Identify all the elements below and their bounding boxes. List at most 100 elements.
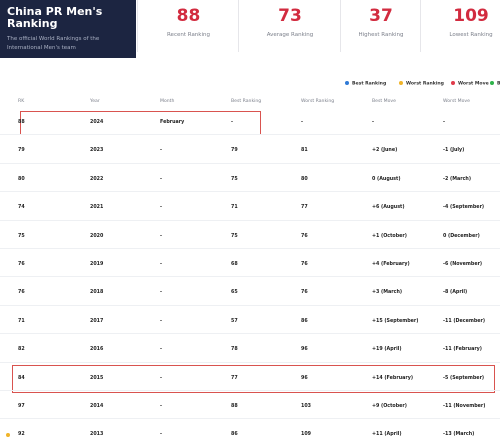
stat-label: Highest Ranking xyxy=(358,32,404,38)
table-cell: 2015 xyxy=(90,375,104,381)
table-cell: -6 (November) xyxy=(443,262,483,267)
table-cell: 71 xyxy=(18,318,25,324)
stat-value: 73 xyxy=(278,6,302,26)
column-header: Year xyxy=(90,99,100,104)
table-cell: - xyxy=(160,205,162,211)
table-cell: 96 xyxy=(301,347,308,353)
table-cell: 65 xyxy=(231,290,238,296)
legend-dot xyxy=(399,81,403,85)
legend-item: Worst Move xyxy=(451,81,489,87)
table-cell: - xyxy=(160,233,162,239)
table-cell: - xyxy=(160,375,162,381)
table-cell: - xyxy=(160,347,162,353)
table-cell: +11 (April) xyxy=(372,432,402,438)
column-header: RK xyxy=(18,99,25,104)
table-cell: 2022 xyxy=(90,176,104,182)
stat-value: 109 xyxy=(453,6,489,26)
legend-dot xyxy=(490,81,494,85)
table-cell: 96 xyxy=(301,375,308,381)
legend-label: Best Move xyxy=(497,81,500,87)
table-cell: 2014 xyxy=(90,404,104,409)
table-cell: February xyxy=(160,120,185,125)
table-cell: +9 (October) xyxy=(372,404,407,409)
table-cell: -11 (November) xyxy=(443,404,486,409)
column-header: Best Ranking xyxy=(231,99,262,104)
table-cell: 82 xyxy=(18,347,25,353)
table-cell: - xyxy=(160,432,162,438)
table-cell: 92 xyxy=(18,432,25,438)
table-cell: 77 xyxy=(301,205,308,211)
table-cell: 103 xyxy=(301,404,312,409)
stat-card: 88 Recent Ranking xyxy=(137,0,239,52)
table-cell: 77 xyxy=(231,375,238,381)
table-cell: 2017 xyxy=(90,318,104,324)
table-cell: 109 xyxy=(301,432,312,438)
table-cell: - xyxy=(160,318,162,324)
legend-dot xyxy=(345,81,349,85)
table-cell: - xyxy=(372,120,374,125)
column-header: Worst Move xyxy=(443,99,470,104)
table-cell: 0 (December) xyxy=(443,233,480,239)
table-cell: 88 xyxy=(18,120,25,125)
row-separator xyxy=(0,191,500,193)
legend-label: Best Ranking xyxy=(352,81,387,87)
table-cell: 2020 xyxy=(90,233,104,239)
column-header: Month xyxy=(160,99,175,104)
table-cell: -13 (March) xyxy=(443,432,475,438)
table-cell: 2019 xyxy=(90,262,104,267)
legend-label: Worst Ranking xyxy=(406,81,444,87)
table-cell: 76 xyxy=(301,233,308,239)
table-cell: 2018 xyxy=(90,290,104,296)
table-cell: - xyxy=(160,404,162,409)
table-cell: +2 (June) xyxy=(372,148,398,154)
table-cell: 86 xyxy=(301,318,308,324)
table-cell: 76 xyxy=(18,262,25,267)
table-cell: +4 (February) xyxy=(372,262,410,267)
header-panel xyxy=(0,0,136,58)
page-title: China PR Men's Ranking xyxy=(7,5,103,30)
table-cell: +15 (September) xyxy=(372,318,419,324)
table-cell: -11 (February) xyxy=(443,347,483,353)
row-separator xyxy=(0,304,500,306)
table-cell: - xyxy=(231,120,233,125)
table-cell: 75 xyxy=(231,233,238,239)
table-cell: 84 xyxy=(18,375,25,381)
row-marker xyxy=(6,433,10,438)
column-header: Worst Ranking xyxy=(301,99,335,104)
table-cell: -2 (March) xyxy=(443,176,472,182)
table-cell: +14 (February) xyxy=(372,375,414,381)
stat-label: Recent Ranking xyxy=(166,32,210,38)
table-cell: 97 xyxy=(18,404,25,409)
row-separator xyxy=(0,248,500,249)
stat-label: Lowest Ranking xyxy=(449,32,493,38)
table-cell: 0 (August) xyxy=(372,176,401,182)
table-cell: +6 (August) xyxy=(372,205,405,211)
table-cell: -1 (July) xyxy=(443,148,465,154)
row-separator xyxy=(0,418,500,420)
table-cell: 81 xyxy=(301,148,308,154)
table-cell: 76 xyxy=(301,262,308,267)
table-cell: 86 xyxy=(231,432,238,438)
table-cell: 2016 xyxy=(90,347,104,353)
row-separator xyxy=(0,390,500,391)
table-cell: 74 xyxy=(18,205,25,211)
table-cell: 2024 xyxy=(90,120,104,125)
table-cell: 88 xyxy=(231,404,238,409)
legend-label: Worst Move xyxy=(458,81,489,87)
row-separator xyxy=(0,333,500,335)
table-cell: 2021 xyxy=(90,205,104,211)
table-cell: 71 xyxy=(231,205,238,211)
table-cell: 79 xyxy=(231,148,238,154)
page-subtitle: The official World Rankings of the Inter… xyxy=(7,36,100,51)
legend-item: Worst Ranking xyxy=(399,81,444,87)
table-cell: - xyxy=(160,290,162,296)
table-cell: 80 xyxy=(18,176,25,182)
table-cell: - xyxy=(160,176,162,182)
row-separator xyxy=(0,361,500,363)
table-cell: 78 xyxy=(231,347,238,353)
stat-value: 88 xyxy=(176,6,201,26)
stat-card: 37 Highest Ranking xyxy=(340,0,421,52)
table-cell: 75 xyxy=(231,176,238,182)
stat-card: 109 Lowest Ranking xyxy=(420,0,500,52)
